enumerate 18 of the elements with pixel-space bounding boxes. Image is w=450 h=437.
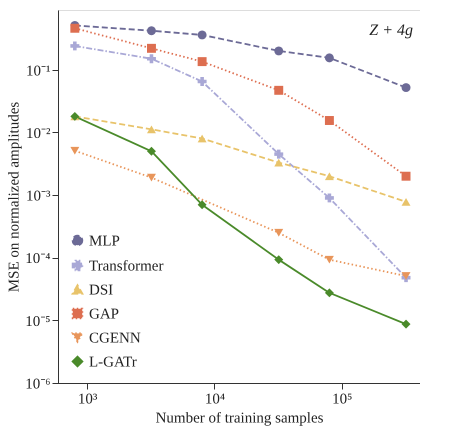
x-tick-label: 10³ <box>78 392 98 408</box>
y-tick-label: 10⁻⁵ <box>25 314 50 330</box>
legend-label: DSI <box>89 282 114 298</box>
legend-label: CGENN <box>89 330 141 346</box>
y-tick-label: 10⁻⁶ <box>25 376 50 392</box>
y-axis-title: MSE on normalized amplitudes <box>6 102 22 292</box>
legend-label: GAP <box>89 306 120 322</box>
x-tick-label: 10⁵ <box>332 392 352 408</box>
x-axis-title: Number of training samples <box>156 410 324 426</box>
legend-label: Transformer <box>89 258 164 274</box>
legend-label: L-GATr <box>89 354 137 370</box>
legend-label: MLP <box>89 234 120 250</box>
annotation: Z + 4g <box>369 22 413 39</box>
y-tick-label: 10⁻³ <box>26 188 51 205</box>
x-tick-label: 10⁴ <box>204 392 226 408</box>
y-tick-label: 10⁻⁴ <box>25 251 50 268</box>
y-tick-label: 10⁻² <box>26 126 51 142</box>
y-tick-label: 10⁻¹ <box>26 63 50 80</box>
